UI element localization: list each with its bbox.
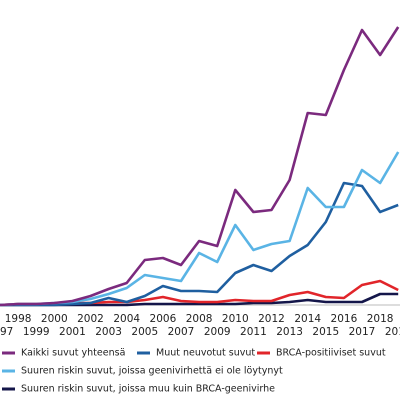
x-tick-label: 2012 <box>258 313 285 325</box>
x-tick-label: 2000 <box>41 313 68 325</box>
x-tick-label: 2002 <box>77 313 104 325</box>
x-tick-label: 2006 <box>150 313 177 325</box>
x-tick-label: 2015 <box>312 326 339 338</box>
x-tick-label: 2005 <box>131 326 158 338</box>
x-tick-label: 2008 <box>186 313 213 325</box>
x-tick-label: 2017 <box>349 326 376 338</box>
x-tick-label: 2011 <box>240 326 267 338</box>
x-tick-label: 2013 <box>276 326 303 338</box>
legend-label: Kaikki suvut yhteensä <box>21 348 125 359</box>
legend-label: BRCA-positiiviset suvut <box>276 348 386 359</box>
legend: Kaikki suvut yhteensä Muut neuvotut suvut… <box>2 348 386 395</box>
x-tick-label: 2016 <box>331 313 358 325</box>
x-tick-label: 2007 <box>168 326 195 338</box>
x-tick-label: 2003 <box>95 326 122 338</box>
series-line <box>0 151 400 307</box>
x-tick-label: 1998 <box>5 313 32 325</box>
x-tick-label: 2001 <box>59 326 86 338</box>
legend-label: Suuren riskin suvut, joissa muu kuin BRC… <box>21 384 275 395</box>
legend-label: Muut neuvotut suvut <box>156 348 255 359</box>
series-line <box>0 26 400 307</box>
x-tick-label: 2010 <box>222 313 249 325</box>
legend-label: Suuren riskin suvut, joissa geenivirhett… <box>21 366 283 377</box>
x-tick-label: 1999 <box>23 326 50 338</box>
x-tick-label: 2009 <box>204 326 231 338</box>
x-tick-label: 2018 <box>367 313 394 325</box>
x-tick-label: 2019 <box>385 326 400 338</box>
series-line <box>0 181 399 307</box>
x-tick-label: 2014 <box>294 313 321 325</box>
x-tick-label: 1997 <box>0 326 13 338</box>
x-tick-label: 2004 <box>113 313 140 325</box>
plot <box>0 26 400 307</box>
